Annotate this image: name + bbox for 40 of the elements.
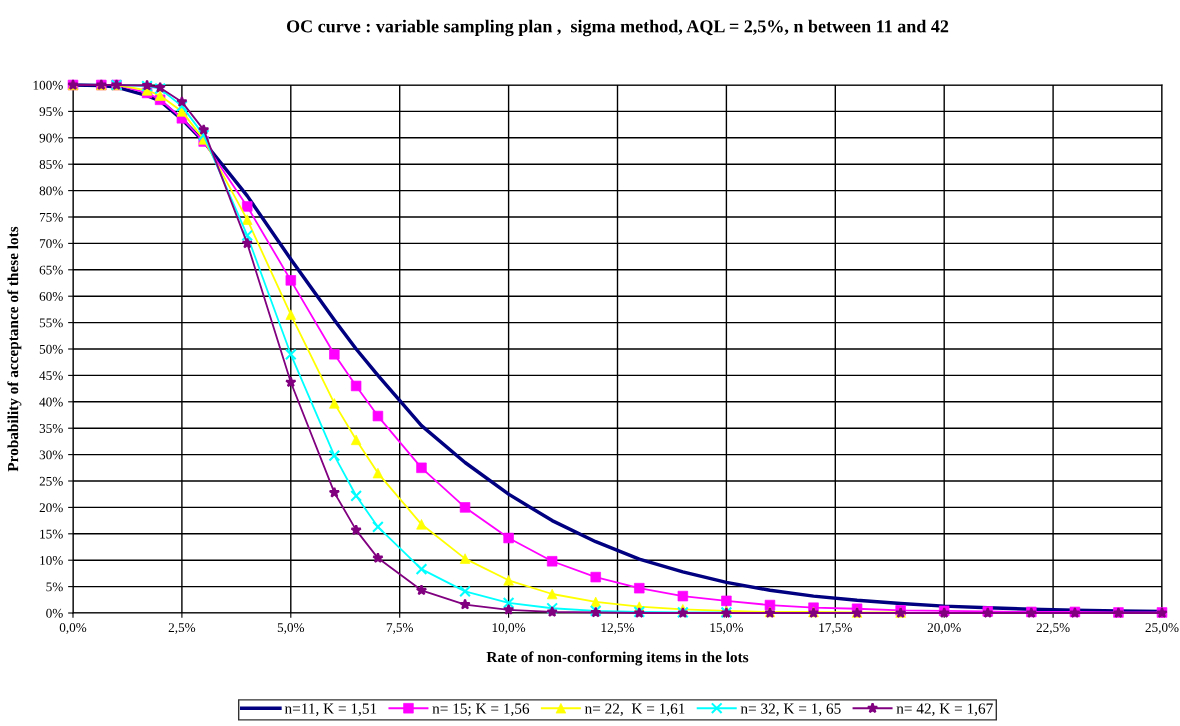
y-tick-label: 25%	[39, 476, 63, 486]
y-tick-label: 85%	[39, 160, 63, 169]
y-axis-title: Probability of acceptance of these lots	[7, 226, 22, 472]
y-tick-label: 45%	[39, 371, 63, 381]
x-tick-label: 12,5%	[601, 623, 635, 634]
y-tick-label: 60%	[39, 292, 63, 301]
y-tick-label: 10%	[40, 556, 63, 565]
y-tick-label: 50%	[39, 344, 63, 354]
x-tick-label: 7,5%	[386, 623, 413, 634]
y-tick-label: 100%	[33, 80, 63, 90]
x-tick-label: 17,5%	[819, 623, 852, 634]
y-tick-label: 70%	[39, 239, 63, 249]
legend-label: n=11, K = 1,51	[284, 703, 377, 716]
y-tick-label: 90%	[39, 133, 63, 143]
x-tick-label: 10,0%	[492, 623, 526, 634]
legend-label: n= 22, K = 1,61	[584, 703, 685, 716]
y-tick-label: 55%	[39, 318, 63, 328]
x-tick-label: 2,5%	[168, 623, 196, 634]
y-tick-label: 40%	[39, 397, 63, 407]
x-tick-label: 15,0%	[710, 623, 743, 634]
chart-title: OC curve : variable sampling plan , sigma method, AQL = 2,5%, n between 11 and 42	[286, 19, 949, 37]
legend-label: n= 15; K = 1,56	[432, 703, 530, 716]
legend-label: n= 42, K = 1,67	[896, 703, 993, 716]
y-tick-label: 95%	[39, 107, 63, 117]
x-axis-title: Rate of non-conforming items in the lots	[486, 651, 749, 666]
y-tick-label: 15%	[40, 529, 63, 539]
x-tick-label: 25,0%	[1145, 623, 1179, 634]
y-tick-label: 65%	[39, 265, 63, 275]
y-tick-label: 30%	[39, 450, 63, 460]
legend-label: n= 32, K = 1, 65	[740, 703, 841, 716]
y-tick-label: 75%	[39, 212, 63, 222]
x-tick-label: 5,0%	[277, 623, 305, 634]
y-tick-label: 35%	[39, 424, 63, 433]
y-tick-label: 5%	[46, 582, 63, 592]
y-tick-label: 20%	[39, 503, 63, 513]
x-tick-label: 0,0%	[59, 623, 87, 634]
x-tick-label: 20,0%	[927, 623, 961, 634]
y-tick-label: 80%	[39, 186, 63, 196]
x-tick-label: 22,5%	[1036, 623, 1070, 634]
y-tick-label: 0%	[46, 608, 63, 618]
